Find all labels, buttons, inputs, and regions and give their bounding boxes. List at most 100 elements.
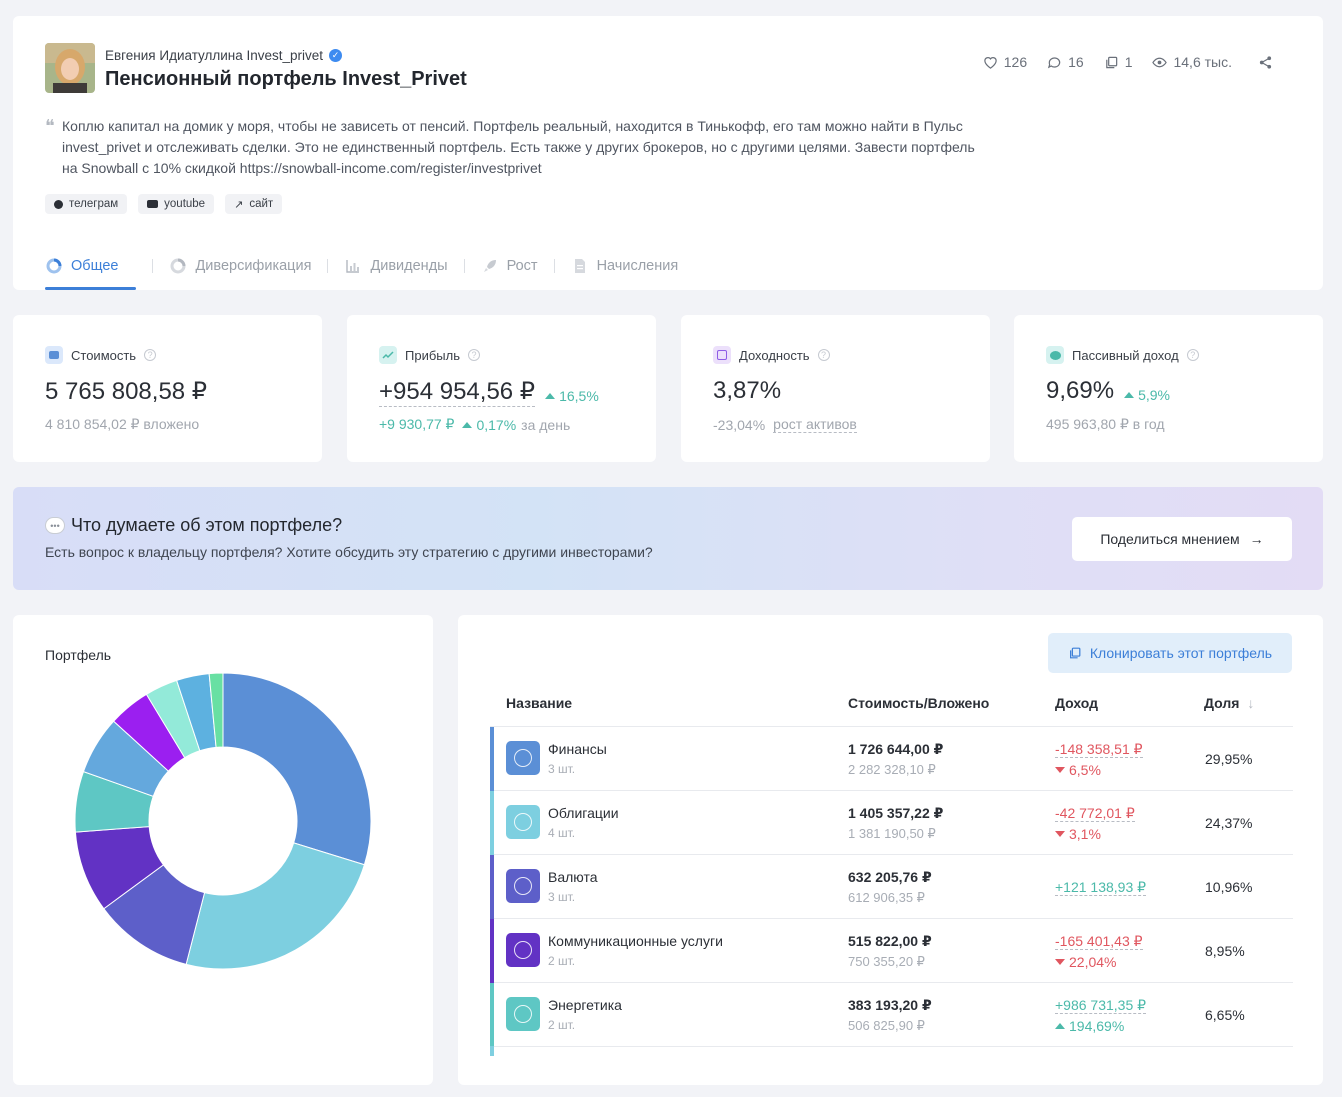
- metric-card-value: Стоимость ? 5 765 808,58 ₽ 4 810 854,02 …: [13, 315, 322, 462]
- sector-income-pct: 194,69%: [1055, 1018, 1124, 1034]
- social-links: телеграм youtube ↗ сайт: [45, 194, 283, 214]
- sector-value: 1 405 357,22 ₽: [848, 805, 944, 821]
- tab-divider: [553, 259, 555, 273]
- bar-chart-icon: [346, 260, 360, 273]
- help-icon[interactable]: ?: [1186, 349, 1199, 361]
- donut-chart[interactable]: [73, 671, 373, 971]
- sector-name[interactable]: Валюта: [548, 869, 598, 885]
- row-color-stripe: [490, 983, 494, 1047]
- column-header-income[interactable]: Доход: [1055, 695, 1099, 711]
- metric-value: 5 765 808,58 ₽: [45, 378, 208, 405]
- chart-title: Портфель: [45, 647, 112, 663]
- sector-income[interactable]: -165 401,43 ₽: [1055, 933, 1143, 950]
- page-title: Пенсионный портфель Invest_Privet: [105, 68, 467, 90]
- rocket-icon: [483, 260, 496, 272]
- comment-icon: [1047, 56, 1061, 68]
- tab-general[interactable]: Общее: [45, 242, 138, 290]
- sector-count: 3 шт.: [548, 762, 576, 776]
- wallet-icon: [45, 346, 63, 364]
- copies-button[interactable]: 1: [1104, 54, 1132, 70]
- sector-invested: 506 825,90 ₽: [848, 1018, 925, 1033]
- donut-slice[interactable]: [208, 672, 224, 748]
- sector-income-pct: 22,04%: [1055, 954, 1116, 970]
- sector-count: 3 шт.: [548, 890, 576, 904]
- help-icon[interactable]: ?: [817, 349, 830, 361]
- heart-icon: [984, 56, 997, 69]
- metric-label: Пассивный доход ?: [1046, 346, 1199, 364]
- sector-name[interactable]: Финансы: [548, 741, 607, 757]
- sector-income-pct: 6,5%: [1055, 762, 1101, 778]
- table-row[interactable]: Финансы 3 шт. 1 726 644,00 ₽ 2 282 328,10 ₽…: [490, 727, 1293, 791]
- avatar[interactable]: [45, 43, 95, 93]
- sector-name[interactable]: Облигации: [548, 805, 619, 821]
- sector-share: 24,37%: [1205, 815, 1253, 831]
- quote-icon: ❝: [45, 116, 55, 137]
- comments-button[interactable]: 16: [1047, 54, 1084, 70]
- copy-icon: [1105, 56, 1117, 68]
- metric-sub: +9 930,77 ₽ 0,17% за день: [379, 416, 571, 433]
- author-name[interactable]: Евгения Идиатуллина Invest_privet ✓: [105, 48, 343, 63]
- sector-income[interactable]: -42 772,01 ₽: [1055, 805, 1135, 822]
- youtube-link[interactable]: youtube: [138, 194, 215, 214]
- table-row[interactable]: Валюта 3 шт. 632 205,76 ₽ 612 906,35 ₽ +121 …: [490, 855, 1293, 919]
- telegram-link[interactable]: телеграм: [45, 194, 128, 214]
- sector-income-pct: 3,1%: [1055, 826, 1101, 842]
- column-header-value[interactable]: Стоимость/Вложено: [848, 695, 990, 711]
- telegram-icon: [54, 199, 63, 209]
- sector-value: 632 205,76 ₽: [848, 869, 932, 885]
- share-opinion-button[interactable]: Поделиться мнением →: [1072, 517, 1292, 561]
- arrow-right-icon: →: [1249, 531, 1264, 547]
- metric-label: Стоимость ?: [45, 346, 157, 364]
- help-icon[interactable]: ?: [144, 349, 157, 361]
- sector-income[interactable]: +986 731,35 ₽: [1055, 997, 1147, 1014]
- sector-count: 4 шт.: [548, 826, 576, 840]
- sector-share: 6,65%: [1205, 1007, 1245, 1023]
- column-header-name[interactable]: Название: [506, 695, 573, 711]
- website-link[interactable]: ↗ сайт: [225, 194, 283, 214]
- tab-divider: [463, 259, 465, 273]
- trend-icon: [379, 346, 397, 364]
- likes-button[interactable]: 126: [983, 54, 1027, 70]
- metric-label: Доходность ?: [713, 346, 830, 364]
- sector-share: 29,95%: [1205, 751, 1253, 767]
- help-icon[interactable]: ?: [467, 349, 480, 361]
- column-header-share[interactable]: Доля ↓: [1204, 695, 1255, 711]
- tab-dividends[interactable]: Дивиденды: [344, 242, 448, 290]
- arrow-down-icon: [1055, 959, 1065, 965]
- sector-value: 383 193,20 ₽: [848, 997, 932, 1013]
- sector-icon: [506, 997, 540, 1031]
- table-row[interactable]: Энергетика 2 шт. 383 193,20 ₽ 506 825,90 ₽ +…: [490, 983, 1293, 1047]
- sector-invested: 612 906,35 ₽: [848, 890, 925, 905]
- table-row[interactable]: Облигации 4 шт. 1 405 357,22 ₽ 1 381 190,50…: [490, 791, 1293, 855]
- youtube-icon: [147, 200, 159, 208]
- sector-name[interactable]: Энергетика: [548, 997, 622, 1013]
- piggy-bank-icon: [1046, 346, 1064, 364]
- sector-value: 515 822,00 ₽: [848, 933, 932, 949]
- row-color-stripe: [490, 919, 494, 983]
- tab-accruals[interactable]: Начисления: [571, 242, 678, 290]
- metric-card-yield: Доходность ? 3,87% -23,04% рост активов: [681, 315, 990, 462]
- donut-chart-icon: [46, 258, 62, 274]
- portfolio-header: Евгения Идиатуллина Invest_privet ✓ Пенс…: [13, 16, 1323, 290]
- sector-income[interactable]: +121 138,93 ₽: [1055, 879, 1147, 896]
- external-link-icon: ↗: [234, 198, 244, 211]
- donut-slice[interactable]: [185, 842, 366, 970]
- views-counter: 14,6 тыс.: [1152, 54, 1232, 70]
- metric-sub: 4 810 854,02 ₽ вложено: [45, 416, 200, 432]
- donut-slice[interactable]: [222, 672, 372, 866]
- pie-chart-icon: [170, 258, 186, 274]
- banner-title: ••• Что думаете об этом портфеле?: [45, 515, 342, 536]
- sector-name[interactable]: Коммуникационные услуги: [548, 933, 723, 949]
- tab-diversification[interactable]: Диверсификация: [169, 242, 311, 290]
- metric-card-profit: Прибыль ? +954 954,56 ₽ 16,5% +9 930,77 …: [347, 315, 656, 462]
- tab-growth[interactable]: Рост: [481, 242, 538, 290]
- sector-income[interactable]: -148 358,51 ₽: [1055, 741, 1143, 758]
- table-row[interactable]: Коммуникационные услуги 2 шт. 515 822,00 ₽…: [490, 919, 1293, 983]
- clone-portfolio-button[interactable]: Клонировать этот портфель: [1048, 633, 1292, 673]
- share-button[interactable]: [1258, 55, 1273, 70]
- sort-down-icon: ↓: [1247, 695, 1255, 711]
- sector-icon: [506, 805, 540, 839]
- speech-bubble-icon: •••: [45, 517, 65, 534]
- sector-invested: 750 355,20 ₽: [848, 954, 925, 969]
- document-icon: [574, 259, 585, 273]
